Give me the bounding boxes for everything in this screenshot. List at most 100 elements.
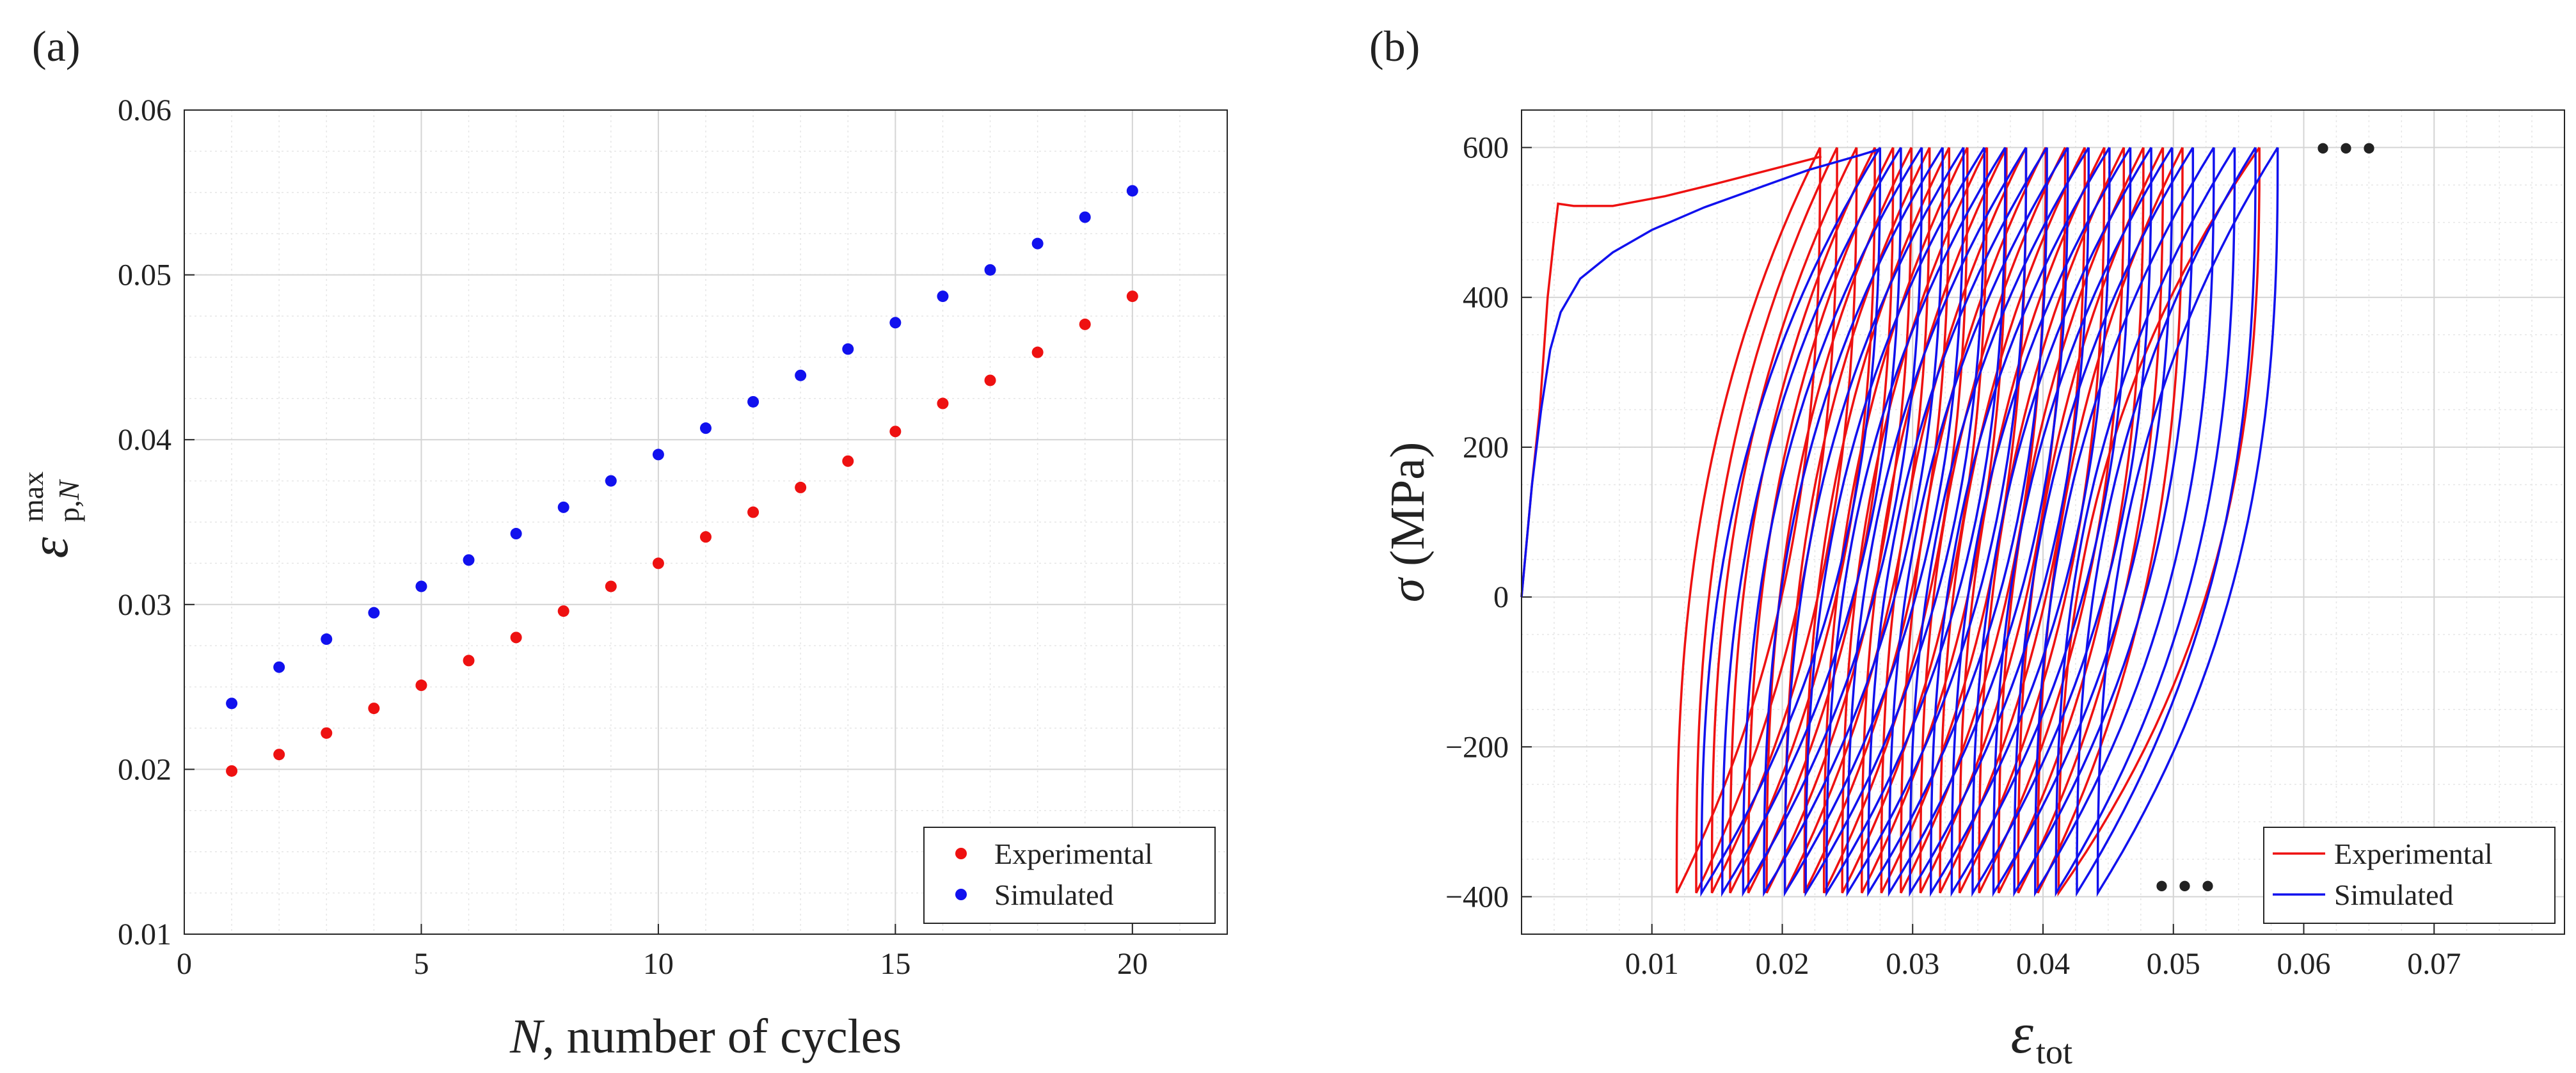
panel-a-point-experimental [889,425,902,438]
panel-a-point-experimental [937,397,949,409]
panel-a-point-experimental [605,580,617,592]
panel-b-hysteresis-chart: (b) 0.01 0.02 0.03 0.04 0.05 0.06 0.07 −400 −200… [1369,22,2565,1071]
panel-a-point-experimental [273,749,285,761]
panel-a-point-experimental [652,557,664,569]
panel-a-point-experimental [747,506,759,518]
panel-b-loop-experimental [2037,147,2184,894]
panel-b-x-tick-label: 0.05 [2147,947,2200,981]
panel-b-y-axis-text: σ (MPa) [1381,442,1435,603]
panel-b-loop-simulated [1888,147,2069,897]
panel-a-point-simulated [1126,185,1138,197]
panel-b-y-tick-label: 0 [1493,580,1509,614]
panel-b-loop-experimental [1978,147,2126,894]
panel-b-loop-experimental [1997,147,2145,894]
panel-a-x-axis-label: N, number of cycles [509,1010,902,1063]
panel-a-x-tick-label: 10 [643,947,674,981]
panel-a-point-experimental [321,727,333,739]
panel-a-point-simulated [984,264,996,276]
panel-a-point-simulated [605,475,617,487]
panel-b-loop-experimental [1841,147,1989,894]
panel-a-ticks: 0 5 10 15 20 0.01 0.02 0.03 0.04 0.05 0.06 [118,93,1148,981]
panel-b-x-axis-label: ε tot [2011,1002,2072,1071]
panel-b-initial-loading-simulated [1520,148,1880,598]
panel-b-loop-experimental [1958,147,2106,894]
panel-b-y-tick-label: 400 [1463,281,1509,315]
panel-a-data-points [226,185,1138,777]
panel-b-loop-simulated [1700,147,1882,897]
panel-a-x-tick-label: 15 [880,947,910,981]
panel-a-point-experimental [368,703,380,715]
panel-b-loop-experimental [1765,147,1912,894]
panel-b-loop-experimental [1747,147,1895,894]
panel-a-point-simulated [937,290,949,303]
panel-a-legend-label-simulated: Simulated [994,878,1114,911]
panel-b-loop-simulated [1930,147,2111,897]
panel-a-point-simulated [1031,237,1044,250]
panel-b-x-axis-symbol: ε [2011,1002,2034,1065]
panel-b-ticks: 0.01 0.02 0.03 0.04 0.05 0.06 0.07 −400 −200 0 200… [1445,131,2461,981]
panel-a-legend-marker-simulated [955,889,967,900]
panel-a-x-tick-label: 0 [177,947,192,981]
panel-a-point-simulated [321,633,333,645]
panel-b-loop-experimental [1675,147,1822,894]
panel-a-y-tick-label: 0.01 [118,918,171,951]
panel-b-loop-experimental [1729,147,1876,894]
panel-b-x-tick-label: 0.02 [1756,947,1809,981]
panel-b-y-tick-label: 600 [1463,131,1509,165]
panel-a-point-experimental [557,605,569,617]
panel-b-y-axis-label: σ (MPa) [1381,442,1435,603]
panel-b-loop-simulated [1763,147,1944,897]
panel-a-point-simulated [557,501,569,513]
panel-b-loop-simulated [1825,147,2007,897]
panel-b-loop-simulated [1909,147,2090,897]
panel-b-legend-box [2263,827,2556,924]
panel-a-y-axis-label: ε max p,N [17,472,85,559]
panel-a-point-experimental [795,481,807,493]
panel-b-loop-simulated [2076,147,2257,897]
panel-a-legend-label-experimental: Experimental [994,838,1153,870]
panel-b-label: (b) [1369,22,1420,70]
panel-a-point-experimental [700,531,712,543]
panel-a-y-axis-sub: p,N [52,479,85,523]
panel-a-point-simulated [842,343,854,355]
panel-a-legend: Experimental Simulated [923,827,1216,924]
panel-a-point-experimental [226,765,238,777]
panel-a-point-experimental [510,632,522,644]
panel-b-loop-simulated [1742,147,1923,897]
panel-b-y-tick-label: −200 [1445,730,1509,764]
panel-a-y-axis-sup: max [17,472,49,522]
panel-b-x-tick-label: 0.07 [2407,947,2461,981]
panel-b-y-tick-label: 200 [1463,431,1509,465]
panel-b-y-tick-label: −400 [1445,880,1509,914]
panel-a-point-simulated [226,697,238,710]
panel-b-loop-simulated [1992,147,2174,897]
panel-a-y-tick-label: 0.06 [118,93,171,127]
panel-b-loop-experimental [2057,147,2261,897]
panel-b-x-tick-label: 0.06 [2277,947,2331,981]
panel-b-loop-simulated [2055,147,2236,897]
panel-b-ellipsis-bottom: • • • [2155,865,2214,907]
panel-b-loop-simulated [1867,147,2048,897]
panel-b-x-tick-label: 0.01 [1625,947,1679,981]
panel-b-loop-simulated [1804,147,1986,897]
panel-b-legend: Experimental Simulated [2263,827,2556,924]
panel-b-loop-simulated [1846,147,2028,897]
panel-a-point-experimental [1031,346,1044,358]
panel-b-ellipsis-top: • • • [2316,127,2376,170]
panel-a-point-simulated [1079,211,1091,223]
panel-a-point-experimental [415,680,427,692]
panel-a-y-tick-label: 0.04 [118,423,171,457]
panel-b-loop-experimental [2017,147,2165,894]
panel-b-x-axis-sub: tot [2036,1033,2072,1071]
panel-a-point-simulated [889,317,902,329]
panel-b-x-tick-label: 0.03 [1886,947,1939,981]
panel-b-loop-simulated [2013,147,2195,897]
panel-a-point-simulated [795,369,807,381]
panel-a-y-tick-label: 0.02 [118,752,171,786]
panel-a-legend-box [923,827,1216,924]
panel-a-scatter-chart: (a) 0 5 10 15 20 0.01 0.02 0.03 0.04 0.05 0.06 N, … [17,22,1228,1063]
panel-b-axes-box [1521,109,2565,935]
panel-a-legend-marker-experimental [955,848,967,859]
panel-a-point-simulated [652,449,664,461]
